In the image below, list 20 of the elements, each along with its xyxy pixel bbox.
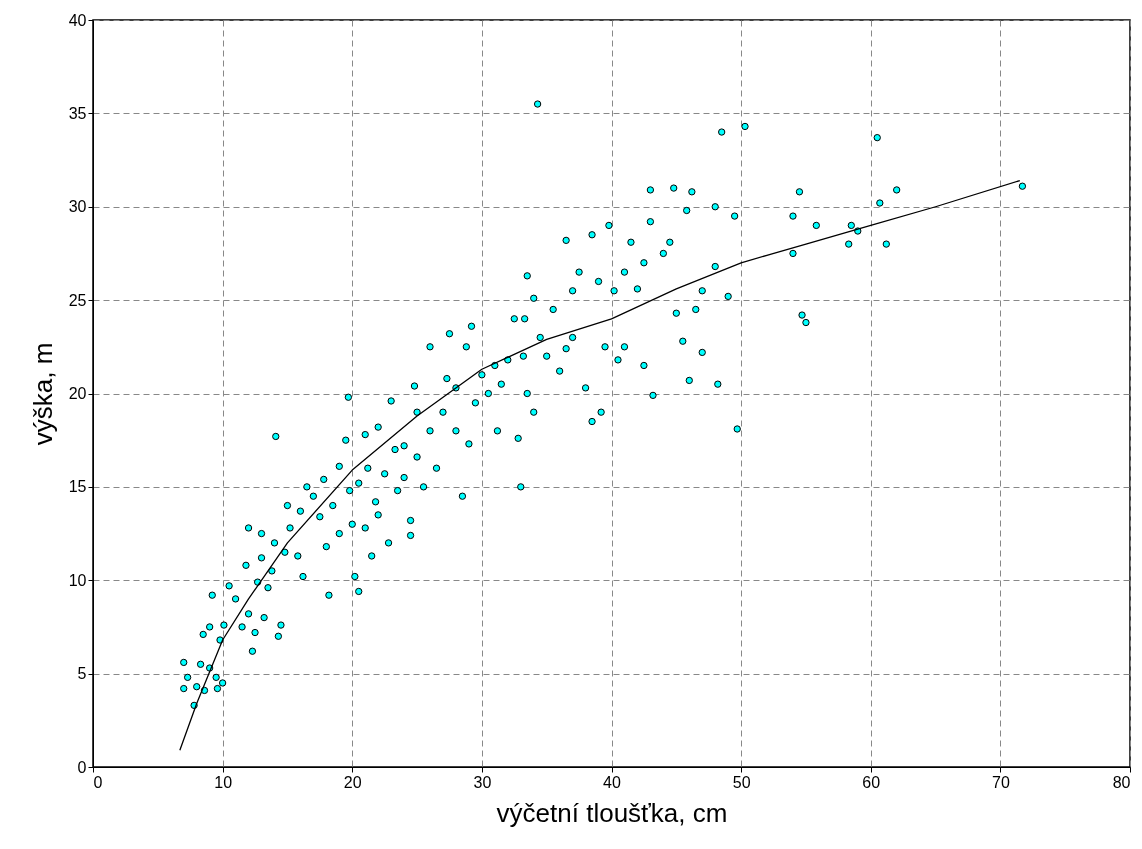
x-tick-label: 60 [862, 773, 881, 791]
y-tick-label: 30 [68, 198, 87, 216]
y-axis-title: výška, m [27, 342, 58, 446]
y-tick-label: 10 [68, 571, 87, 589]
x-axis-title: výčetní tloušťka, cm [496, 797, 728, 828]
x-tick-label: 70 [991, 773, 1010, 791]
x-tick-label: 40 [603, 773, 621, 791]
y-tick-label: 15 [68, 478, 87, 496]
x-tick-label: 50 [732, 773, 751, 791]
x-tick-label: 10 [214, 773, 233, 791]
y-tick-label: 0 [77, 758, 87, 776]
y-tick-label: 20 [68, 385, 87, 402]
y-tick-label: 5 [77, 665, 87, 683]
x-tick-label: 20 [343, 773, 362, 791]
y-tick-label: 25 [68, 291, 87, 309]
x-tick-label: 30 [473, 773, 492, 791]
y-tick-label: 35 [68, 104, 87, 122]
y-tick-label: 40 [68, 11, 87, 29]
x-tick-label: 0 [93, 773, 103, 791]
x-tick-label: 80 [1112, 773, 1131, 791]
